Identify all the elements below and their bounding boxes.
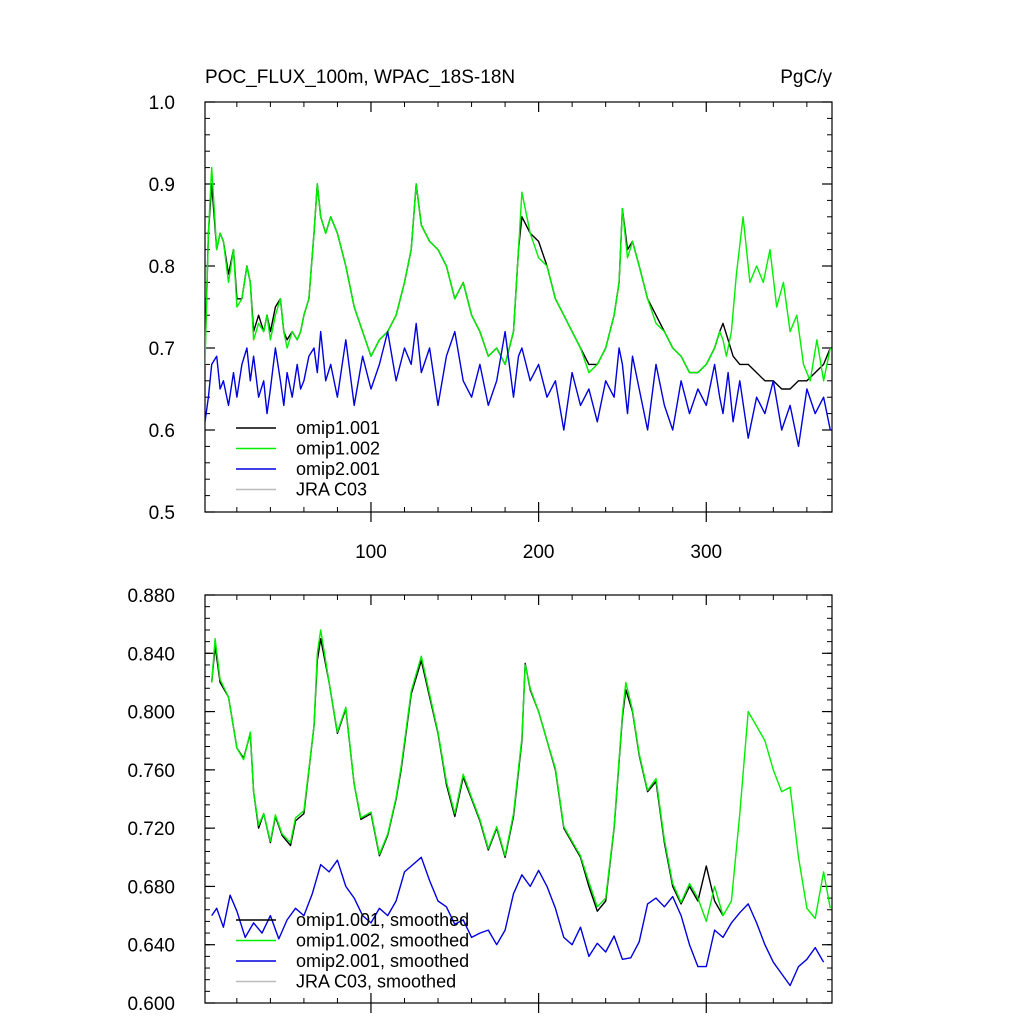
bottom-y-tick-label: 0.720 [127,819,175,840]
bottom-y-tick-label: 0.640 [127,936,175,957]
top-panel: 0.5 0.6 0.7 0.8 0.9 1.0 100 200 300 POC_FLUX_100m… [149,67,833,563]
top-y-tick-label: 0.9 [149,175,175,196]
top-y-tick-label: 0.8 [149,257,175,278]
bottom-panel: 0.600 0.640 0.680 0.720 0.760 0.800 0.840 0.880… [127,586,833,1015]
top-series-line-omip1-002 [205,166,831,382]
bottom-legend-label: omip1.001, smoothed [296,910,469,930]
bottom-y-tick-label: 0.680 [127,877,175,898]
bottom-legend-label: omip1.002, smoothed [296,931,469,951]
top-x-tick-label: 200 [523,542,555,563]
bottom-series-line-omip1-002 [211,629,831,923]
bottom-series-line-omip1-001 [211,638,724,916]
top-legend-label: JRA C03 [296,480,367,500]
bottom-y-tick-label: 0.800 [127,703,175,724]
bottom-series-line-omip2-001 [211,856,825,987]
bottom-y-tick-label: 0.760 [127,761,175,782]
bottom-y-tick-label: 0.880 [127,586,175,607]
top-plot-frame [204,101,833,513]
bottom-legend-label: JRA C03, smoothed [296,972,456,992]
top-legend-label: omip1.001 [296,418,380,438]
bottom-y-tick-label: 0.840 [127,644,175,665]
bottom-legend-label: omip2.001, smoothed [296,951,469,971]
top-legend-label: omip1.002 [296,439,380,459]
top-y-tick-label: 0.7 [149,339,175,360]
top-y-tick-label: 1.0 [149,93,175,114]
top-x-tick-label: 300 [690,542,722,563]
top-series-line-omip2-001 [205,322,831,448]
top-y-tick-label: 0.6 [149,421,175,442]
top-x-tick-label: 100 [355,542,387,563]
top-y-tick-label: 0.5 [149,503,175,524]
bottom-plot-frame [204,594,833,1004]
bottom-y-tick-label: 0.600 [127,994,175,1015]
top-chart-title: POC_FLUX_100m, WPAC_18S-18N [205,67,515,88]
top-legend-label: omip2.001 [296,459,380,479]
top-chart-units: PgC/y [780,67,832,88]
